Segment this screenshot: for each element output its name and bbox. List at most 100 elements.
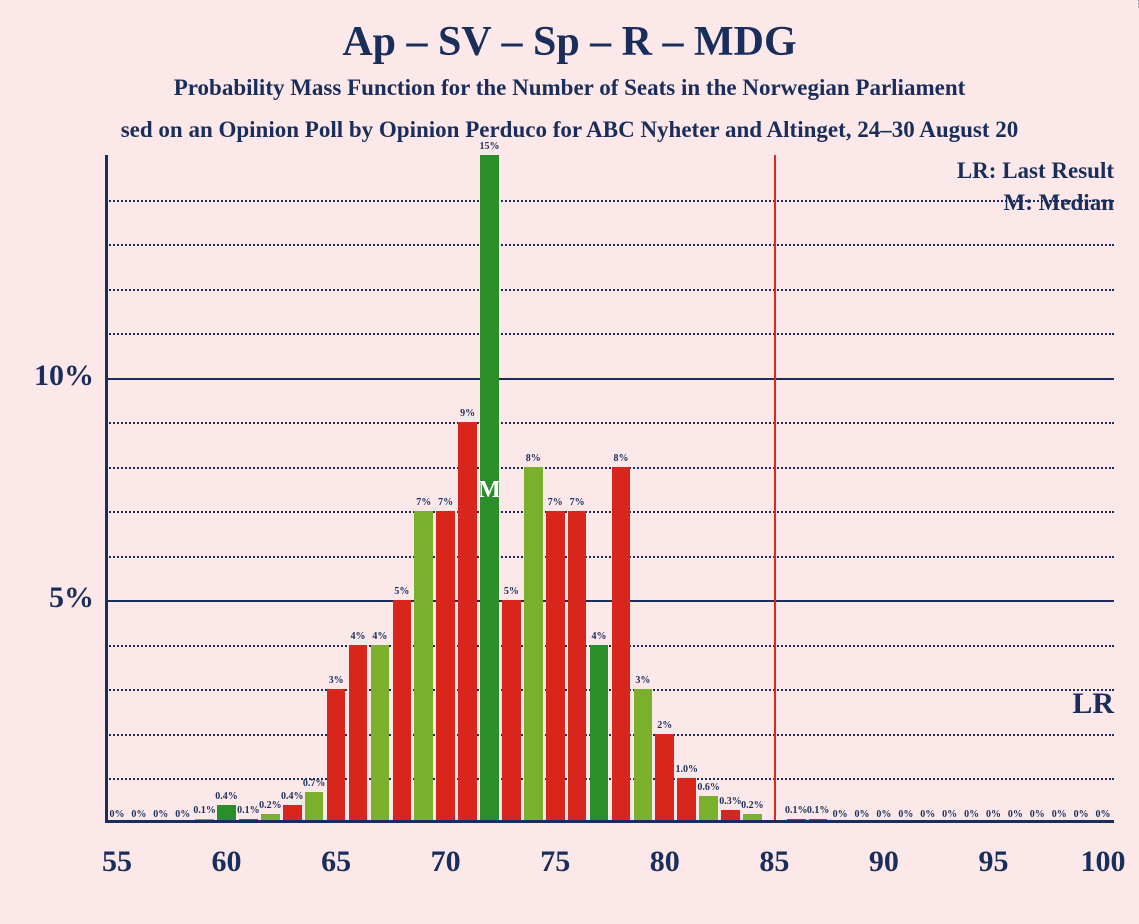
bar-label: 0% bbox=[942, 809, 957, 820]
gridline-minor bbox=[106, 200, 1114, 202]
x-tick-label: 90 bbox=[869, 845, 899, 879]
bar-label: 0% bbox=[855, 809, 870, 820]
last-result-label: LR bbox=[1072, 687, 1114, 721]
plot-area: LR0%0%0%0%0.1%0.4%0.1%0.2%0.4%0.7%3%4%4%… bbox=[106, 155, 1114, 823]
bar-label: 0.1% bbox=[237, 805, 260, 816]
bar bbox=[655, 734, 674, 823]
x-tick-label: 75 bbox=[540, 845, 570, 879]
bar-label: 4% bbox=[351, 631, 366, 642]
y-tick-label: 10% bbox=[14, 359, 94, 393]
bar-label: 7% bbox=[548, 497, 563, 508]
bar bbox=[699, 796, 718, 823]
y-tick-label: 5% bbox=[14, 581, 94, 615]
legend-median: M: Median bbox=[1003, 190, 1114, 216]
gridline-minor bbox=[106, 734, 1114, 736]
bar-label: 5% bbox=[394, 586, 409, 597]
bar bbox=[480, 155, 499, 823]
bar-label: 0% bbox=[986, 809, 1001, 820]
bar bbox=[327, 689, 346, 823]
bar-label: 7% bbox=[416, 497, 431, 508]
chart-canvas: © 2025 Filip van Laenen Ap – SV – Sp – R… bbox=[0, 0, 1139, 924]
bar bbox=[371, 645, 390, 823]
bar-label: 4% bbox=[372, 631, 387, 642]
x-tick-label: 95 bbox=[978, 845, 1008, 879]
bar-label: 0.7% bbox=[303, 778, 326, 789]
bar-label: 0.6% bbox=[697, 782, 720, 793]
bar bbox=[349, 645, 368, 823]
x-tick-label: 60 bbox=[212, 845, 242, 879]
bar-label: 0.4% bbox=[215, 791, 238, 802]
gridline-minor bbox=[106, 689, 1114, 691]
bar bbox=[677, 778, 696, 823]
bar-label: 0% bbox=[1052, 809, 1067, 820]
bar bbox=[634, 689, 653, 823]
bar bbox=[458, 422, 477, 823]
bar bbox=[590, 645, 609, 823]
bar bbox=[436, 511, 455, 823]
bar-label: 0% bbox=[131, 809, 146, 820]
bar-label: 7% bbox=[570, 497, 585, 508]
bar-label: 0% bbox=[1074, 809, 1089, 820]
x-tick-label: 65 bbox=[321, 845, 351, 879]
bar-label: 0% bbox=[175, 809, 190, 820]
y-axis bbox=[105, 155, 108, 823]
bar-label: 0% bbox=[153, 809, 168, 820]
x-tick-label: 70 bbox=[431, 845, 461, 879]
x-tick-label: 100 bbox=[1081, 845, 1126, 879]
x-tick-label: 55 bbox=[102, 845, 132, 879]
chart-subtitle-1: Probability Mass Function for the Number… bbox=[0, 75, 1139, 101]
x-tick-label: 85 bbox=[759, 845, 789, 879]
gridline-major bbox=[106, 600, 1114, 602]
bar-label: 0.4% bbox=[281, 791, 304, 802]
bar-label: 2% bbox=[657, 720, 672, 731]
gridline-minor bbox=[106, 333, 1114, 335]
bar-label: 0% bbox=[1096, 809, 1111, 820]
bar-label: 8% bbox=[526, 453, 541, 464]
gridline-major bbox=[106, 378, 1114, 380]
gridline-minor bbox=[106, 778, 1114, 780]
bar-label: 0.3% bbox=[719, 796, 742, 807]
bar-label: 15% bbox=[479, 141, 499, 152]
bar bbox=[546, 511, 565, 823]
bar-label: 4% bbox=[592, 631, 607, 642]
gridline-minor bbox=[106, 422, 1114, 424]
x-tick-label: 80 bbox=[650, 845, 680, 879]
gridline-minor bbox=[106, 556, 1114, 558]
bar-label: 0% bbox=[1008, 809, 1023, 820]
gridline-minor bbox=[106, 511, 1114, 513]
bar-label: 5% bbox=[504, 586, 519, 597]
bar-label: 0.1% bbox=[193, 805, 216, 816]
bar bbox=[414, 511, 433, 823]
bar-label: 0% bbox=[898, 809, 913, 820]
bar-label: 0% bbox=[1030, 809, 1045, 820]
bar-label: 0% bbox=[964, 809, 979, 820]
bar-label: 9% bbox=[460, 408, 475, 419]
bar-label: 7% bbox=[438, 497, 453, 508]
bar-label: 0.2% bbox=[259, 800, 282, 811]
bar bbox=[612, 467, 631, 823]
bar-label: 3% bbox=[635, 675, 650, 686]
gridline-minor bbox=[106, 467, 1114, 469]
copyright-text: © 2025 Filip van Laenen bbox=[1135, 0, 1139, 8]
x-axis bbox=[106, 820, 1114, 823]
gridline-minor bbox=[106, 289, 1114, 291]
bar bbox=[524, 467, 543, 823]
bar-label: 0.1% bbox=[785, 805, 808, 816]
bar bbox=[393, 600, 412, 823]
last-result-line bbox=[774, 155, 776, 823]
bar bbox=[305, 792, 324, 823]
bar-label: 3% bbox=[329, 675, 344, 686]
gridline-minor bbox=[106, 244, 1114, 246]
bar-label: 0% bbox=[833, 809, 848, 820]
bar-label: 0.2% bbox=[741, 800, 764, 811]
bar-label: 0.1% bbox=[807, 805, 830, 816]
bar-label: 8% bbox=[613, 453, 628, 464]
bar-label: 1.0% bbox=[675, 764, 698, 775]
bar-label: 0% bbox=[109, 809, 124, 820]
bar-label: 0% bbox=[876, 809, 891, 820]
bar bbox=[502, 600, 521, 823]
chart-title: Ap – SV – Sp – R – MDG bbox=[0, 18, 1139, 66]
legend-last-result: LR: Last Result bbox=[957, 158, 1114, 184]
bar bbox=[568, 511, 587, 823]
gridline-minor bbox=[106, 645, 1114, 647]
